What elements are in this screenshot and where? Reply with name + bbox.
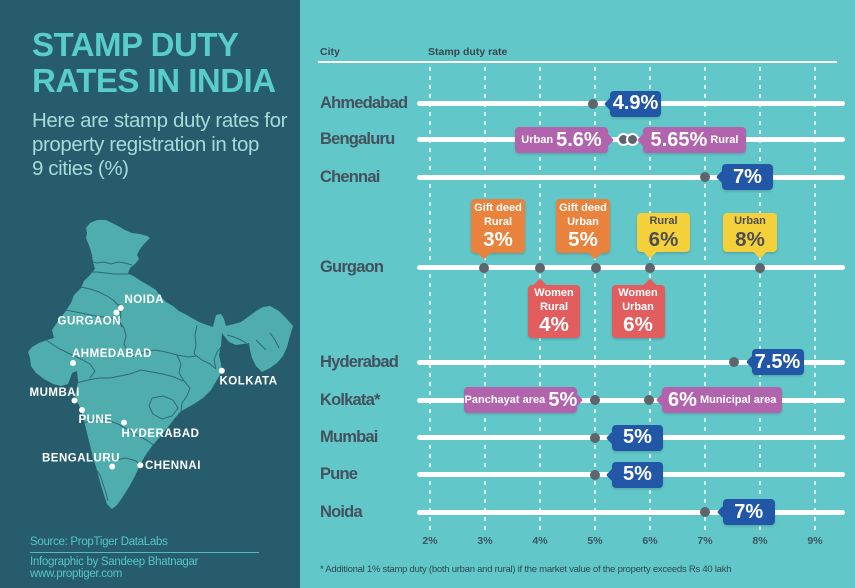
svg-text:GURGAON: GURGAON <box>58 316 122 328</box>
svg-text:NOIDA: NOIDA <box>125 294 165 306</box>
svg-text:KOLKATA: KOLKATA <box>220 376 278 388</box>
svg-text:CHENNAI: CHENNAI <box>145 460 201 472</box>
svg-text:MUMBAI: MUMBAI <box>30 387 80 399</box>
svg-text:AHMEDABAD: AHMEDABAD <box>72 348 152 360</box>
svg-text:HYDERABAD: HYDERABAD <box>122 428 200 440</box>
svg-text:BENGALURU: BENGALURU <box>42 453 120 465</box>
svg-text:PUNE: PUNE <box>79 414 113 426</box>
